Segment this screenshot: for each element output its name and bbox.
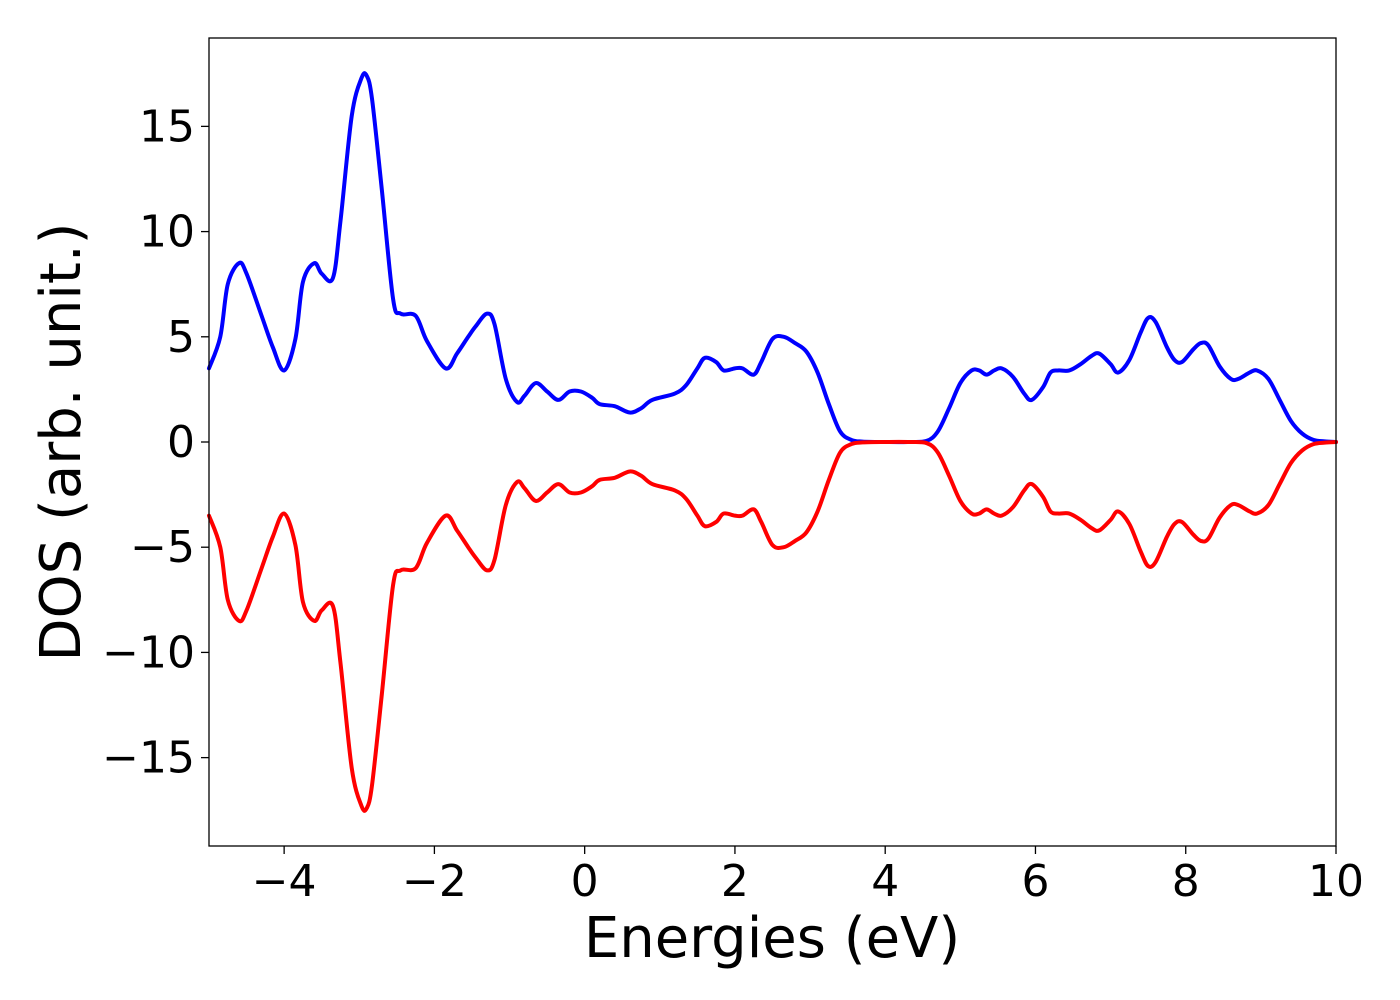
y-tick-label: 0 — [167, 417, 195, 468]
series-layer — [207, 71, 1338, 813]
x-tick-label: 8 — [1172, 856, 1200, 907]
x-tick-label: −4 — [252, 856, 317, 907]
series-line-blue — [207, 71, 1338, 445]
x-tick-label: 6 — [1021, 856, 1049, 907]
y-tick-label: 10 — [139, 207, 195, 258]
y-tick-label: −5 — [130, 522, 195, 573]
y-axis-label: DOS (arb. unit.) — [29, 222, 94, 661]
x-tick-label: 0 — [571, 856, 599, 907]
x-tick-label: 10 — [1308, 856, 1364, 907]
x-axis-label: Energies (eV) — [584, 906, 960, 971]
x-tick-label: 4 — [871, 856, 899, 907]
y-tick-label: 5 — [167, 312, 195, 363]
y-tick-label: 15 — [139, 101, 195, 152]
y-tick-label: −15 — [102, 733, 195, 784]
x-tick-label: −2 — [402, 856, 467, 907]
ticks-layer: −4 −2 0 2 4 6 8 10 −15 −10 −5 0 5 10 15 — [102, 101, 1364, 907]
series-line-red — [207, 439, 1338, 813]
y-tick-label: −10 — [102, 627, 195, 678]
x-tick-label: 2 — [721, 856, 749, 907]
